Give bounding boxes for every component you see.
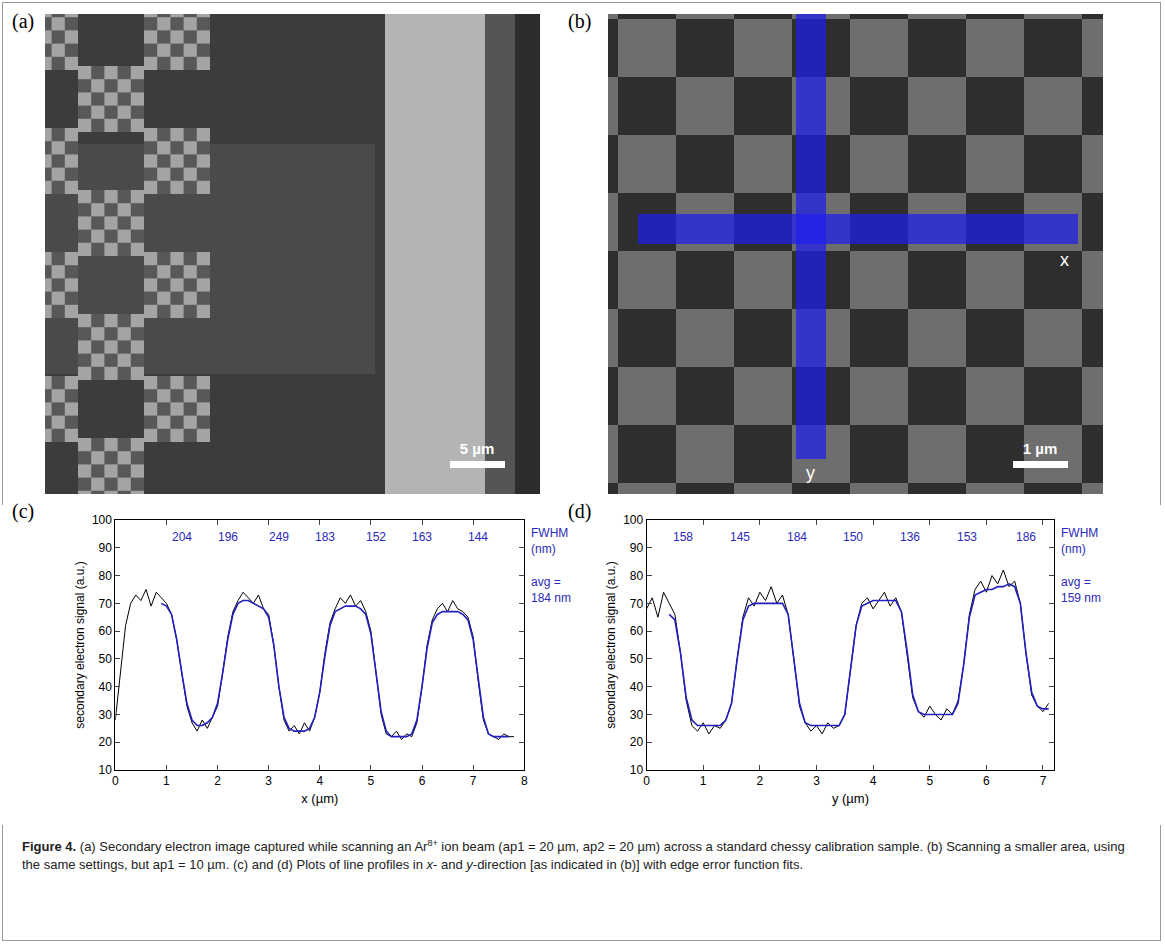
svg-text:1: 1: [700, 774, 707, 788]
svg-text:6: 6: [419, 774, 426, 788]
svg-text:50: 50: [630, 652, 644, 666]
svg-text:144: 144: [468, 530, 488, 544]
svg-text:0: 0: [112, 774, 119, 788]
svg-text:7: 7: [470, 774, 477, 788]
svg-text:0: 0: [643, 774, 650, 788]
svg-text:3: 3: [265, 774, 272, 788]
svg-text:90: 90: [630, 541, 644, 555]
svg-text:20: 20: [99, 735, 113, 749]
svg-text:8: 8: [521, 774, 528, 788]
html-text:Figure 4. (a) Secondary electr: Figure 4. (a) Secondary electron image c…: [22, 837, 1125, 872]
svg-text:4: 4: [870, 774, 877, 788]
svg-text:249: 249: [269, 530, 289, 544]
svg-text:30: 30: [99, 708, 113, 722]
svg-text:secondary electron signal (a.u: secondary electron signal (a.u.): [73, 561, 87, 728]
svg-text:50: 50: [99, 652, 113, 666]
svg-text:4: 4: [316, 774, 323, 788]
svg-text:136: 136: [900, 530, 920, 544]
svg-text:1: 1: [163, 774, 170, 788]
svg-text:y (µm): y (µm): [832, 791, 869, 806]
svg-text:158: 158: [673, 530, 693, 544]
svg-text:secondary electron signal (a.u: secondary electron signal (a.u.): [604, 561, 618, 728]
svg-text:183: 183: [315, 530, 335, 544]
html-text:(d): (d): [568, 500, 592, 522]
svg-text:186: 186: [1016, 530, 1036, 544]
svg-text:FWHM(nm): FWHM(nm): [531, 526, 568, 556]
svg-text:163: 163: [412, 530, 432, 544]
svg-text:7: 7: [1040, 774, 1047, 788]
svg-text:6: 6: [983, 774, 990, 788]
svg-text:10: 10: [630, 763, 644, 777]
svg-text:3: 3: [813, 774, 820, 788]
svg-text:avg =184 nm: avg =184 nm: [531, 575, 571, 605]
svg-text:60: 60: [99, 624, 113, 638]
svg-text:y: y: [806, 463, 815, 483]
svg-text:90: 90: [99, 541, 113, 555]
svg-text:152: 152: [366, 530, 386, 544]
svg-text:70: 70: [99, 597, 113, 611]
svg-text:184: 184: [787, 530, 807, 544]
svg-text:2: 2: [214, 774, 221, 788]
html-text:(a): (a): [12, 10, 35, 32]
svg-text:204: 204: [172, 530, 192, 544]
svg-text:x (µm): x (µm): [301, 791, 338, 806]
svg-text:10: 10: [99, 763, 113, 777]
svg-text:100: 100: [92, 513, 112, 527]
svg-text:avg =159 nm: avg =159 nm: [1061, 575, 1101, 605]
svg-text:100: 100: [623, 513, 643, 527]
svg-text:2: 2: [756, 774, 763, 788]
svg-text:145: 145: [730, 530, 750, 544]
svg-text:70: 70: [630, 597, 644, 611]
svg-text:30: 30: [630, 708, 644, 722]
svg-text:5: 5: [368, 774, 375, 788]
svg-text:196: 196: [218, 530, 238, 544]
html-text:(b): (b): [568, 10, 592, 32]
svg-text:80: 80: [99, 569, 113, 583]
svg-text:60: 60: [630, 624, 644, 638]
svg-text:1 µm: 1 µm: [1023, 440, 1058, 457]
svg-text:153: 153: [957, 530, 977, 544]
svg-text:5: 5: [926, 774, 933, 788]
svg-text:20: 20: [630, 735, 644, 749]
svg-text:FWHM(nm): FWHM(nm): [1061, 526, 1098, 556]
html-text:(c): (c): [12, 500, 35, 522]
svg-text:40: 40: [630, 680, 644, 694]
svg-text:80: 80: [630, 569, 644, 583]
svg-text:5 µm: 5 µm: [460, 440, 495, 457]
svg-text:x: x: [1060, 250, 1069, 270]
svg-text:150: 150: [843, 530, 863, 544]
svg-text:40: 40: [99, 680, 113, 694]
